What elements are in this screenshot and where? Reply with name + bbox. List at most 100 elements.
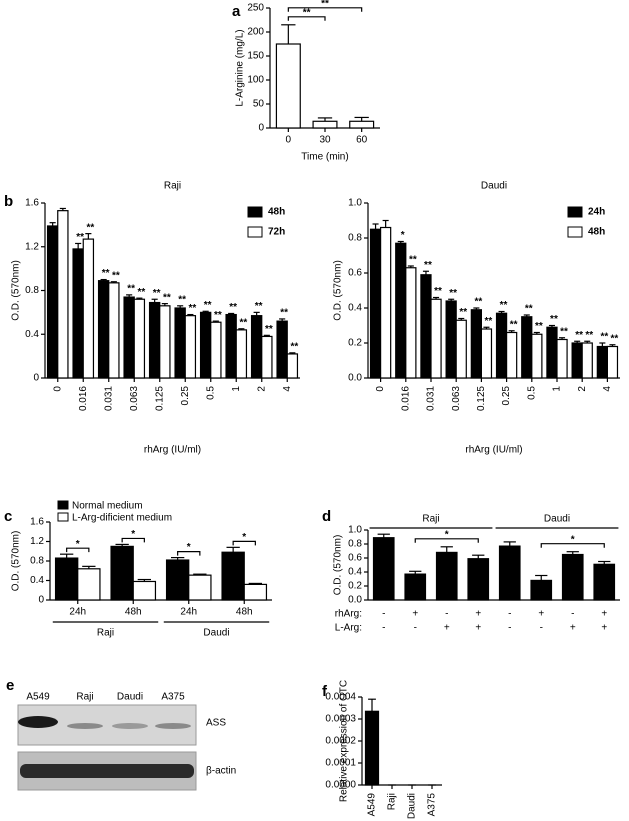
y-axis-label: L-Arginine (mg/L) xyxy=(235,29,246,106)
error-bar xyxy=(161,303,168,306)
band-label: ASS xyxy=(206,718,226,729)
comparison-bracket xyxy=(414,538,479,543)
bar xyxy=(521,316,533,379)
comparison-label: * xyxy=(571,534,575,545)
error-bar xyxy=(498,310,505,314)
chart: a 0 50 100 150 200 250 L-Arginine (mg/L) 0 30 60 Ti… xyxy=(232,0,380,163)
y-tick-label: 0.8 xyxy=(348,539,362,550)
comparison-label: ** xyxy=(303,7,311,18)
significance-label: ** xyxy=(153,288,161,299)
bar xyxy=(148,301,161,379)
x-tick-label: 4 xyxy=(602,386,613,392)
western-blot: e A549 Raji Daudi A375 ASS β-actin xyxy=(6,677,236,791)
error-bar xyxy=(409,570,422,575)
bar xyxy=(372,537,395,601)
blot-band xyxy=(67,723,103,729)
error-bar xyxy=(559,337,566,340)
row-value: + xyxy=(475,609,481,620)
significance-label: ** xyxy=(449,288,457,299)
significance-label: ** xyxy=(163,292,171,303)
significance-label: ** xyxy=(500,300,508,311)
bar xyxy=(445,300,457,379)
error-bar xyxy=(422,270,429,275)
bar xyxy=(380,226,392,379)
error-bar xyxy=(472,554,485,559)
bar xyxy=(165,559,190,601)
error-bar xyxy=(279,318,286,322)
legend-label: 48h xyxy=(588,227,605,238)
lane-label: A549 xyxy=(26,692,50,703)
error-bar xyxy=(548,324,555,328)
error-bar xyxy=(584,340,591,343)
x-tick-label: 0.125 xyxy=(476,386,487,411)
bar xyxy=(470,309,483,379)
x-tick-label: 30 xyxy=(319,135,331,146)
bar xyxy=(430,298,442,379)
x-tick-label: 0.5 xyxy=(205,386,216,400)
bar xyxy=(467,558,490,601)
error-bar xyxy=(253,311,260,316)
y-tick-label: 0.0 xyxy=(348,595,362,606)
comparison-label: * xyxy=(445,529,449,540)
bar xyxy=(364,710,380,786)
error-bar xyxy=(317,117,333,122)
blot-band xyxy=(112,723,148,729)
comparison-label: * xyxy=(76,539,80,550)
error-bar xyxy=(228,312,235,315)
row-value: + xyxy=(538,609,544,620)
x-tick-label: 0.016 xyxy=(400,386,411,411)
error-bar xyxy=(226,546,240,553)
bar xyxy=(225,313,237,379)
error-bar xyxy=(59,207,66,211)
error-bar xyxy=(212,320,219,323)
row-value: + xyxy=(444,623,450,634)
row-value: - xyxy=(414,623,417,634)
bar xyxy=(46,225,59,379)
legend-swatch xyxy=(247,206,263,218)
bar xyxy=(506,331,518,379)
group-label: Raji xyxy=(422,514,439,525)
x-tick-label: 24h xyxy=(180,607,197,618)
error-bar xyxy=(151,298,158,303)
row-name: rhArg: xyxy=(335,609,362,620)
y-tick-label: 0.0001 xyxy=(325,758,356,769)
error-bar xyxy=(187,313,194,316)
bar xyxy=(174,307,186,379)
significance-label: ** xyxy=(600,332,608,343)
error-bar xyxy=(177,305,184,308)
x-tick-label: 2 xyxy=(256,386,267,392)
blot-band xyxy=(155,723,191,729)
error-bar xyxy=(448,298,455,301)
x-tick-label: Raji xyxy=(387,793,398,810)
y-tick-label: 1.0 xyxy=(348,198,362,209)
error-bar xyxy=(372,223,379,230)
error-bar xyxy=(397,240,404,244)
row-value: - xyxy=(540,623,543,634)
significance-label: ** xyxy=(525,304,533,315)
bar xyxy=(261,335,273,379)
error-bar xyxy=(599,342,606,347)
error-bar xyxy=(49,222,56,226)
y-tick-label: 0.4 xyxy=(25,329,39,340)
y-tick-label: 0 xyxy=(33,373,39,384)
y-tick-label: 1.2 xyxy=(30,536,44,547)
error-bar xyxy=(170,556,185,561)
bar xyxy=(404,573,427,601)
error-bar xyxy=(137,578,152,582)
chart: c 0 0.4 0.8 1.2 1.6 O.D. (570nm) 24h 48h 24h 48h * *… xyxy=(4,500,272,639)
row-value: + xyxy=(601,609,607,620)
y-tick-label: 0.8 xyxy=(30,556,44,567)
bar xyxy=(581,342,593,379)
bar xyxy=(531,333,543,379)
error-bar xyxy=(263,334,270,337)
bar xyxy=(110,545,134,601)
row-value: + xyxy=(601,623,607,634)
y-tick-label: 0.4 xyxy=(30,575,44,586)
lane-label: Raji xyxy=(76,692,93,703)
error-bar xyxy=(473,307,480,310)
legend-label: 72h xyxy=(268,227,285,238)
bar xyxy=(221,551,245,601)
row-value: + xyxy=(475,623,481,634)
row-value: - xyxy=(382,609,385,620)
